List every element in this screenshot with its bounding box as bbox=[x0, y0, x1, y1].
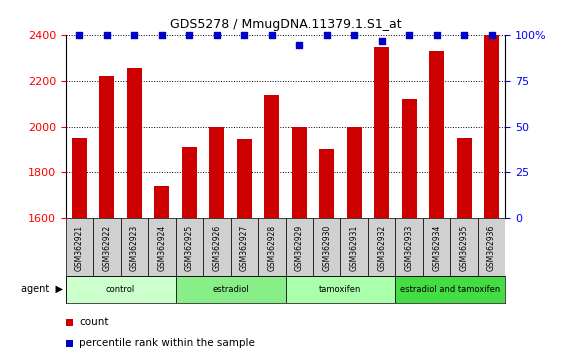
Text: GSM362930: GSM362930 bbox=[322, 225, 331, 271]
Text: GSM362929: GSM362929 bbox=[295, 225, 304, 271]
Bar bbox=[182, 147, 197, 218]
Text: percentile rank within the sample: percentile rank within the sample bbox=[79, 338, 255, 348]
Bar bbox=[347, 127, 362, 218]
Point bbox=[212, 33, 222, 38]
Bar bbox=[237, 139, 252, 218]
Point bbox=[102, 33, 111, 38]
Bar bbox=[340, 218, 368, 276]
Text: GSM362925: GSM362925 bbox=[185, 225, 194, 271]
Bar bbox=[72, 138, 87, 218]
Point bbox=[75, 33, 84, 38]
Point bbox=[267, 33, 276, 38]
Point bbox=[240, 33, 249, 38]
Text: GSM362934: GSM362934 bbox=[432, 225, 441, 271]
Bar bbox=[66, 218, 93, 276]
Point bbox=[157, 33, 166, 38]
Bar bbox=[478, 218, 505, 276]
Text: estradiol and tamoxifen: estradiol and tamoxifen bbox=[400, 285, 501, 294]
Bar bbox=[484, 35, 499, 218]
Text: GSM362932: GSM362932 bbox=[377, 225, 386, 271]
Point bbox=[185, 33, 194, 38]
Text: agent  ▶: agent ▶ bbox=[21, 284, 63, 295]
Text: GSM362923: GSM362923 bbox=[130, 225, 139, 271]
Bar bbox=[313, 218, 340, 276]
Text: GSM362933: GSM362933 bbox=[405, 225, 413, 271]
Point bbox=[432, 33, 441, 38]
Point bbox=[295, 42, 304, 47]
Bar bbox=[319, 149, 334, 218]
Text: estradiol: estradiol bbox=[212, 285, 249, 294]
Text: GSM362927: GSM362927 bbox=[240, 225, 249, 271]
Bar bbox=[176, 218, 203, 276]
Bar bbox=[176, 276, 286, 303]
Bar bbox=[457, 138, 472, 218]
Bar bbox=[292, 127, 307, 218]
Bar bbox=[395, 276, 505, 303]
Bar bbox=[264, 95, 279, 218]
Point bbox=[377, 38, 386, 44]
Title: GDS5278 / MmugDNA.11379.1.S1_at: GDS5278 / MmugDNA.11379.1.S1_at bbox=[170, 18, 401, 32]
Text: tamoxifen: tamoxifen bbox=[319, 285, 361, 294]
Text: GSM362924: GSM362924 bbox=[158, 225, 166, 271]
Bar bbox=[286, 218, 313, 276]
Bar bbox=[93, 218, 120, 276]
Bar bbox=[423, 218, 451, 276]
Point bbox=[405, 33, 414, 38]
Text: GSM362922: GSM362922 bbox=[102, 225, 111, 271]
Text: GSM362936: GSM362936 bbox=[487, 225, 496, 271]
Bar bbox=[429, 51, 444, 218]
Bar bbox=[154, 186, 170, 218]
Bar bbox=[368, 218, 395, 276]
Text: GSM362928: GSM362928 bbox=[267, 225, 276, 271]
Bar bbox=[401, 99, 417, 218]
Point bbox=[322, 33, 331, 38]
Bar bbox=[66, 276, 176, 303]
Point bbox=[487, 33, 496, 38]
Bar bbox=[99, 76, 114, 218]
Text: GSM362931: GSM362931 bbox=[349, 225, 359, 271]
Bar bbox=[209, 127, 224, 218]
Bar bbox=[374, 47, 389, 218]
Bar bbox=[148, 218, 176, 276]
Point bbox=[349, 33, 359, 38]
Bar bbox=[231, 218, 258, 276]
Bar bbox=[395, 218, 423, 276]
Text: GSM362921: GSM362921 bbox=[75, 225, 84, 271]
Text: count: count bbox=[79, 317, 109, 327]
Bar bbox=[286, 276, 395, 303]
Bar bbox=[127, 68, 142, 218]
Text: control: control bbox=[106, 285, 135, 294]
Text: GSM362935: GSM362935 bbox=[460, 225, 469, 271]
Point bbox=[460, 33, 469, 38]
Bar bbox=[451, 218, 478, 276]
Bar bbox=[120, 218, 148, 276]
Point bbox=[130, 33, 139, 38]
Bar bbox=[203, 218, 231, 276]
Text: GSM362926: GSM362926 bbox=[212, 225, 222, 271]
Bar bbox=[258, 218, 286, 276]
